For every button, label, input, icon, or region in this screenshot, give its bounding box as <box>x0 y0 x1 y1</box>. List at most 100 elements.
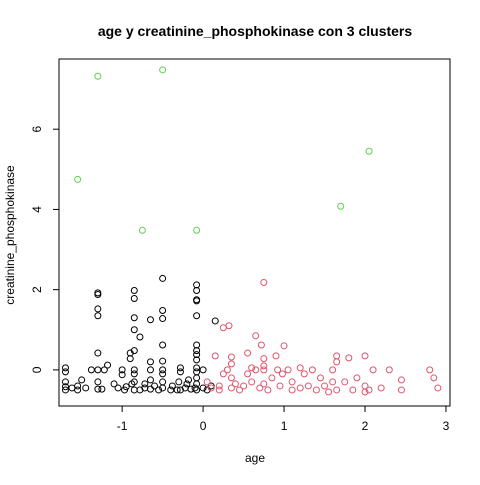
data-point-cluster-2 <box>349 386 357 394</box>
data-point-cluster-2 <box>272 352 280 360</box>
data-point-cluster-1 <box>191 384 199 392</box>
data-point-cluster-1 <box>104 361 112 369</box>
data-point-cluster-3 <box>74 175 82 183</box>
data-point-cluster-2 <box>260 278 268 286</box>
data-point-cluster-1 <box>185 376 193 384</box>
data-point-cluster-3 <box>193 226 201 234</box>
data-point-cluster-2 <box>274 366 282 374</box>
data-point-cluster-2 <box>426 366 434 374</box>
data-point-cluster-2 <box>365 386 373 394</box>
data-point-cluster-1 <box>130 378 138 386</box>
data-point-cluster-3 <box>138 226 146 234</box>
data-point-cluster-1 <box>146 316 154 324</box>
x-axis: -1 0 1 2 3 <box>117 405 450 433</box>
x-tick-label: -1 <box>117 419 128 433</box>
data-point-cluster-1 <box>110 380 118 388</box>
data-point-cluster-2 <box>321 382 329 390</box>
data-point-cluster-2 <box>225 322 233 330</box>
data-point-cluster-2 <box>215 386 223 394</box>
y-axis-label: creatinine_phosphokinase <box>3 165 17 305</box>
data-point-cluster-3 <box>94 72 102 80</box>
data-point-cluster-2 <box>296 384 304 392</box>
data-point-cluster-2 <box>276 382 284 390</box>
data-point-cluster-2 <box>231 380 239 388</box>
data-point-cluster-2 <box>296 364 304 372</box>
data-point-cluster-1 <box>141 380 149 388</box>
data-point-cluster-2 <box>325 388 333 396</box>
y-axis: 0 2 4 6 <box>30 126 60 373</box>
data-point-cluster-2 <box>240 382 248 390</box>
data-point-cluster-2 <box>300 370 308 378</box>
data-point-cluster-2 <box>248 378 256 386</box>
data-point-cluster-1 <box>159 370 167 378</box>
data-point-cluster-2 <box>244 349 252 357</box>
data-point-cluster-2 <box>278 370 286 378</box>
data-point-cluster-2 <box>211 352 219 360</box>
data-point-cluster-1 <box>193 296 201 304</box>
data-point-cluster-1 <box>94 312 102 320</box>
data-point-cluster-1 <box>146 376 154 384</box>
data-point-cluster-2 <box>244 370 252 378</box>
data-point-cluster-1 <box>94 289 102 297</box>
data-point-cluster-2 <box>341 378 349 386</box>
data-point-cluster-1 <box>159 341 167 349</box>
data-point-cluster-2 <box>203 378 211 386</box>
data-point-cluster-2 <box>329 378 337 386</box>
data-point-cluster-3 <box>365 147 373 155</box>
data-point-cluster-1 <box>146 358 154 366</box>
data-point-cluster-1 <box>118 371 126 379</box>
data-point-cluster-1 <box>159 274 167 282</box>
data-point-cluster-2 <box>268 374 276 382</box>
data-point-cluster-1 <box>207 382 215 390</box>
data-point-cluster-1 <box>94 349 102 357</box>
data-point-cluster-2 <box>207 384 215 392</box>
data-point-cluster-2 <box>288 386 296 394</box>
data-point-cluster-2 <box>377 384 385 392</box>
data-point-cluster-1 <box>74 386 82 394</box>
data-point-cluster-1 <box>130 294 138 302</box>
x-tick-label: 0 <box>200 419 207 433</box>
data-point-cluster-1 <box>203 386 211 394</box>
data-point-cluster-2 <box>257 341 265 349</box>
data-point-cluster-1 <box>193 351 201 359</box>
data-point-cluster-1 <box>114 384 122 392</box>
data-point-cluster-2 <box>223 366 231 374</box>
data-point-cluster-2 <box>385 366 393 374</box>
chart-title: age y creatinine_phosphokinase con 3 clu… <box>98 23 413 39</box>
data-point-cluster-1 <box>146 366 154 374</box>
data-point-cluster-1 <box>130 366 138 374</box>
data-point-cluster-2 <box>260 366 268 374</box>
data-points <box>61 66 442 396</box>
data-point-cluster-2 <box>361 352 369 360</box>
data-point-cluster-2 <box>252 366 260 374</box>
data-point-cluster-1 <box>159 307 167 315</box>
data-point-cluster-2 <box>236 386 244 394</box>
data-point-cluster-1 <box>61 368 69 376</box>
data-point-cluster-1 <box>176 368 184 376</box>
data-point-cluster-2 <box>227 374 235 382</box>
x-tick-label: 1 <box>281 419 288 433</box>
data-point-cluster-1 <box>159 366 167 374</box>
x-axis-label: age <box>245 451 265 465</box>
data-point-cluster-2 <box>248 364 256 372</box>
data-point-cluster-1 <box>159 378 167 386</box>
data-point-cluster-1 <box>130 370 138 378</box>
data-point-cluster-2 <box>308 366 316 374</box>
data-point-cluster-1 <box>61 383 69 391</box>
data-point-cluster-2 <box>280 342 288 350</box>
data-point-cluster-2 <box>227 360 235 368</box>
data-point-cluster-1 <box>130 347 138 355</box>
data-point-cluster-1 <box>173 386 181 394</box>
data-point-cluster-2 <box>260 355 268 363</box>
data-point-cluster-2 <box>434 384 442 392</box>
data-point-cluster-1 <box>82 384 90 392</box>
data-point-cluster-2 <box>397 386 405 394</box>
data-point-cluster-2 <box>304 382 312 390</box>
data-point-cluster-1 <box>98 385 106 393</box>
data-point-cluster-1 <box>130 286 138 294</box>
data-point-cluster-1 <box>122 383 130 391</box>
data-point-cluster-1 <box>193 341 201 349</box>
data-point-cluster-1 <box>151 382 159 390</box>
